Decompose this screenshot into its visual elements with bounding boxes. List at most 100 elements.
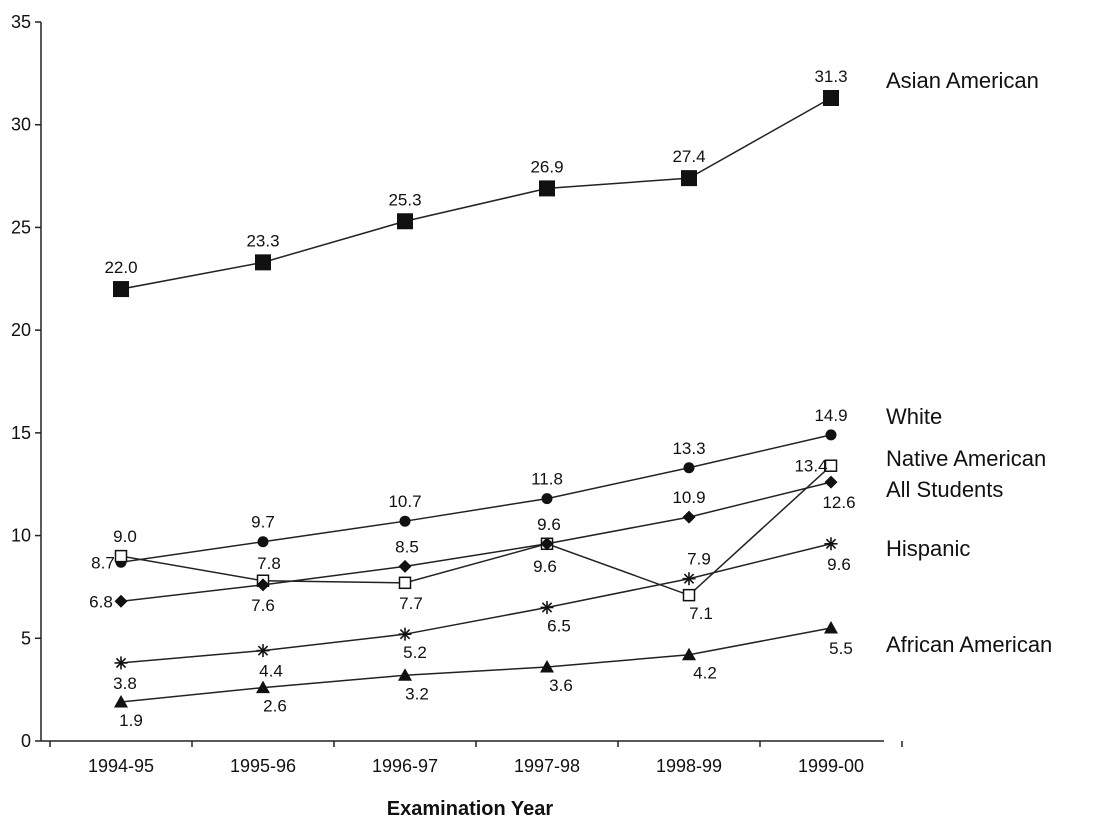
y-tick-label: 15 <box>11 423 31 443</box>
y-tick-label: 25 <box>11 217 31 237</box>
data-point <box>114 594 128 608</box>
series-name-labels: Asian American White Native American All St… <box>886 68 1052 657</box>
data-label: 11.8 <box>531 470 563 489</box>
data-point <box>541 493 553 505</box>
series-line <box>120 434 832 564</box>
y-tick-label: 0 <box>21 731 31 751</box>
data-point <box>682 572 696 586</box>
data-point <box>256 680 270 694</box>
data-point <box>683 462 695 474</box>
data-label: 26.9 <box>530 157 563 176</box>
x-tick-label: 1995-96 <box>230 756 296 776</box>
data-label: 1.9 <box>119 711 143 730</box>
x-tick-label: 1996-97 <box>372 756 438 776</box>
data-point <box>681 170 697 187</box>
data-point <box>113 281 129 298</box>
data-label: 4.2 <box>693 664 717 683</box>
x-tick-label: 1994-95 <box>88 756 154 776</box>
x-axis-title: Examination Year <box>387 798 554 820</box>
series-name-label: White <box>886 404 942 429</box>
data-point <box>256 578 270 592</box>
y-tick-label: 20 <box>11 320 31 340</box>
data-point <box>823 90 839 107</box>
data-point <box>824 475 838 489</box>
data-point <box>825 429 837 441</box>
x-tick-label: 1997-98 <box>514 756 580 776</box>
data-label: 12.6 <box>822 493 855 512</box>
series-line <box>120 627 832 703</box>
data-label: 10.7 <box>388 492 421 511</box>
y-tick-label: 5 <box>21 628 31 648</box>
data-label: 7.6 <box>251 596 275 615</box>
data-point <box>257 536 269 548</box>
series-line <box>120 97 832 290</box>
data-label: 6.8 <box>89 592 113 611</box>
data-point <box>398 559 412 573</box>
data-label: 9.7 <box>251 513 275 532</box>
series-name-label: African American <box>886 632 1052 657</box>
data-point <box>256 644 270 658</box>
series-line <box>120 543 832 664</box>
data-label: 9.6 <box>827 555 851 574</box>
y-tick-label: 10 <box>11 526 31 546</box>
data-point <box>398 668 412 681</box>
data-point <box>682 588 696 602</box>
data-label: 8.5 <box>395 537 419 556</box>
data-label: 8.7 <box>91 553 115 572</box>
series-name-label: All Students <box>886 477 1003 502</box>
data-label: 23.3 <box>246 231 279 250</box>
data-label: 10.9 <box>672 488 705 507</box>
series-name-label: Asian American <box>886 68 1039 93</box>
axes: 0 5 10 15 20 25 30 35 1994-95 1995-96 1996-97 1997-… <box>11 12 903 776</box>
data-point <box>682 510 696 524</box>
data-point <box>540 660 554 673</box>
data-point <box>399 515 411 527</box>
data-point <box>397 213 413 230</box>
data-label: 9.6 <box>533 557 557 576</box>
series-line <box>120 465 832 597</box>
data-label: 7.8 <box>257 554 281 573</box>
data-point <box>824 459 838 472</box>
data-label: 7.1 <box>689 604 713 623</box>
x-tick-label: 1999-00 <box>798 756 864 776</box>
data-point <box>114 656 128 670</box>
data-point <box>398 627 412 641</box>
data-point <box>824 537 838 551</box>
data-point <box>682 647 696 661</box>
y-tick-label: 35 <box>11 12 31 32</box>
data-label: 9.0 <box>113 527 137 546</box>
data-label: 31.3 <box>814 67 847 86</box>
data-labels: 22.0 23.3 25.3 26.9 27.4 31.3 8.7 9.7 10.7 11.8 13… <box>89 67 855 730</box>
data-point <box>255 254 271 271</box>
data-point <box>539 180 555 197</box>
data-point <box>114 694 128 708</box>
data-point <box>114 549 128 563</box>
data-label: 7.7 <box>399 594 423 613</box>
data-label: 6.5 <box>547 616 571 635</box>
data-label: 13.4 <box>794 457 827 476</box>
data-label: 7.9 <box>687 550 711 569</box>
data-label: 5.2 <box>403 643 427 662</box>
data-label: 22.0 <box>104 258 137 277</box>
data-point <box>824 621 838 634</box>
series-name-label: Hispanic <box>886 536 970 561</box>
data-point <box>398 576 412 590</box>
data-label: 3.8 <box>113 674 137 693</box>
data-label: 3.2 <box>405 684 429 703</box>
data-label: 25.3 <box>388 190 421 209</box>
data-point <box>540 537 554 551</box>
series-name-label: Native American <box>886 446 1046 471</box>
data-label: 9.6 <box>537 515 561 534</box>
data-label: 5.5 <box>829 639 853 658</box>
data-label: 4.4 <box>259 662 283 681</box>
data-point <box>540 600 554 614</box>
data-label: 14.9 <box>814 406 847 425</box>
y-tick-label: 30 <box>11 115 31 135</box>
data-label: 27.4 <box>672 147 705 166</box>
x-tick-label: 1998-99 <box>656 756 722 776</box>
data-label: 13.3 <box>672 439 705 458</box>
series-line <box>120 481 832 603</box>
data-label: 2.6 <box>263 697 287 716</box>
data-label: 3.6 <box>549 676 573 695</box>
